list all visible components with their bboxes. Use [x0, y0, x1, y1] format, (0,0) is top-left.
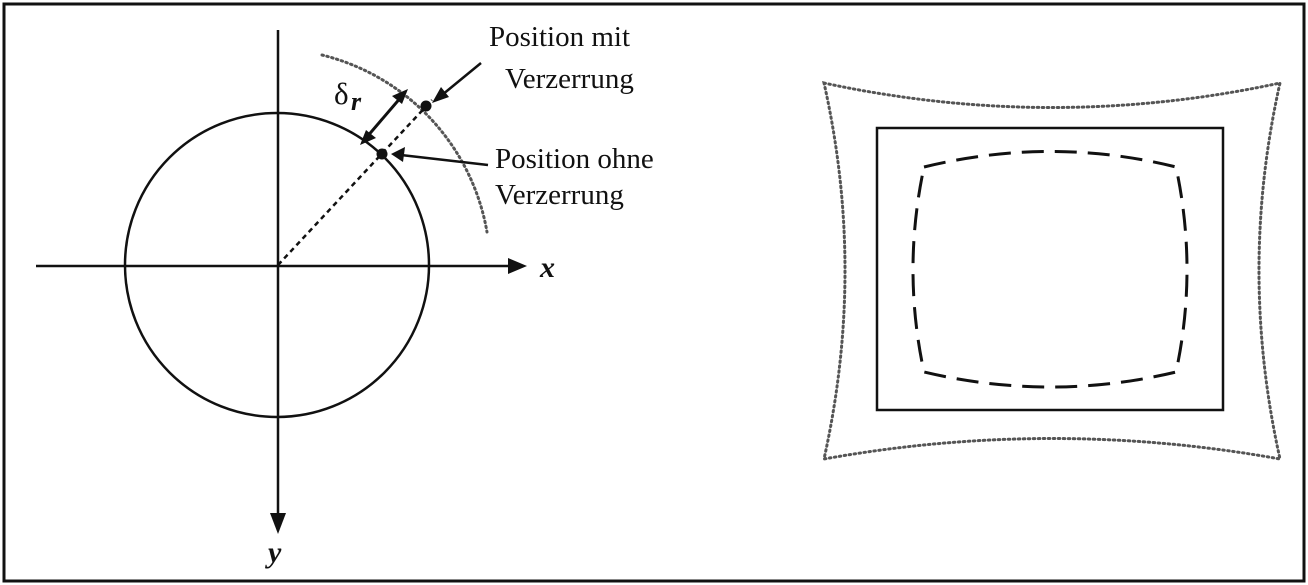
label-y-axis: y	[265, 536, 282, 569]
label-position-without-distortion-line1: Position ohne	[495, 143, 654, 175]
label-delta-subscript: r	[351, 87, 362, 116]
undistorted-rectangle	[875, 126, 1225, 412]
point-without-distortion	[376, 148, 388, 160]
radius-dashed-line	[277, 99, 433, 266]
right-panel-distortion-shapes	[822, 81, 1282, 461]
arrow-to-distorted-point	[432, 62, 482, 103]
barrel-distortion-shape	[911, 150, 1189, 389]
pincushion-distortion-shape	[822, 81, 1282, 461]
x-axis-arrowhead	[508, 258, 527, 274]
point-with-distortion	[420, 100, 432, 112]
arrow-to-undistorted-point	[391, 147, 489, 167]
label-x-axis: x	[539, 251, 555, 284]
left-panel-radial-distortion: Position mit Verzerrung Position ohne Ve…	[36, 21, 654, 569]
label-position-without-distortion-line2: Verzerrung	[495, 179, 624, 211]
label-position-with-distortion-line1: Position mit	[489, 21, 630, 53]
label-position-with-distortion-line2: Verzerrung	[505, 63, 634, 95]
delta-r-double-arrow	[360, 89, 408, 145]
y-axis-arrowhead	[270, 513, 286, 534]
distorted-dotted-arc	[320, 53, 489, 234]
label-delta-symbol: δ	[334, 76, 349, 111]
